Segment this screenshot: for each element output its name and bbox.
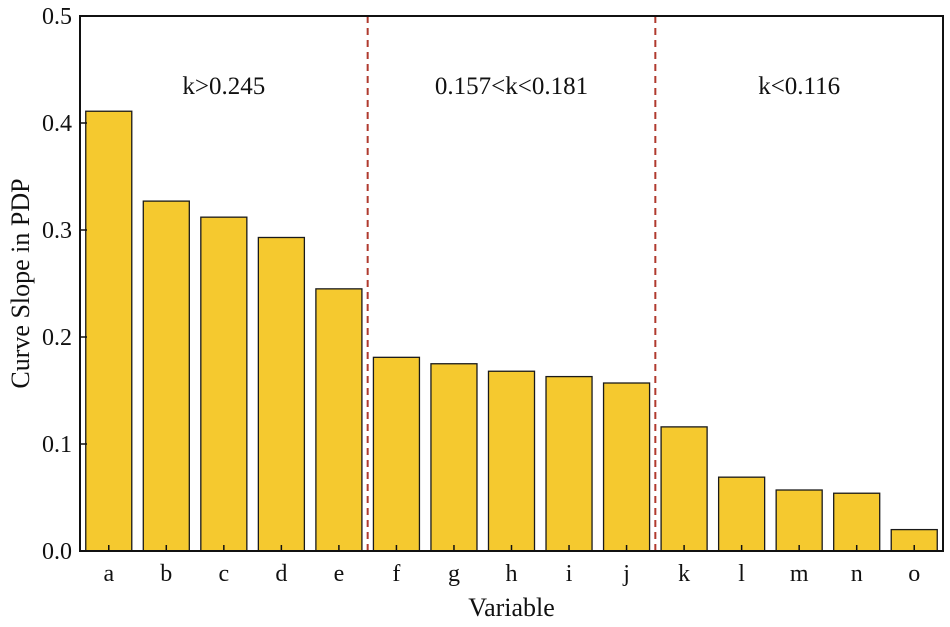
bar-d xyxy=(257,236,306,552)
bars-group xyxy=(85,110,938,552)
y-tick-label: 0.0 xyxy=(42,539,72,565)
y-tick-label: 0.1 xyxy=(42,432,72,458)
annotation-region-high: k>0.245 xyxy=(182,73,265,100)
x-tick-label: h xyxy=(506,561,518,587)
bar-n xyxy=(833,492,881,552)
y-axis: 0.0 0.1 0.2 0.3 0.4 0.5 xyxy=(42,4,87,565)
y-tick-label: 0.2 xyxy=(42,325,72,351)
bar-f xyxy=(372,356,421,552)
x-tick-label: n xyxy=(851,561,863,587)
x-tick-label: d xyxy=(275,561,287,587)
y-tick-label: 0.4 xyxy=(42,111,72,137)
dividers-group xyxy=(366,16,657,551)
x-tick-label: f xyxy=(392,561,400,587)
bar-k xyxy=(660,426,708,552)
bar-c xyxy=(200,216,248,552)
bar-i xyxy=(545,375,593,552)
x-tick-label: e xyxy=(334,561,345,587)
x-tick-label: a xyxy=(103,561,114,587)
bar-h xyxy=(487,370,536,552)
bar-a xyxy=(85,110,133,552)
bar-e xyxy=(315,288,363,552)
x-axis-title: Variable xyxy=(468,593,555,622)
annotation-region-mid: 0.157<k<0.181 xyxy=(435,73,588,100)
x-tick-label: o xyxy=(908,561,920,587)
bar-g xyxy=(430,363,478,552)
bar-j xyxy=(602,382,651,552)
x-tick-label: m xyxy=(790,561,809,587)
x-tick-label: k xyxy=(678,561,690,587)
x-tick-label: b xyxy=(160,561,172,587)
x-tick-label: c xyxy=(219,561,230,587)
x-tick-label: g xyxy=(448,561,460,587)
bar-m xyxy=(775,489,823,552)
x-tick-label: l xyxy=(738,561,745,587)
x-tick-label: j xyxy=(622,561,630,587)
annotation-region-low: k<0.116 xyxy=(758,73,840,100)
x-axis: a b c d e f g h i j k l m n o xyxy=(103,545,920,587)
y-axis-title: Curve Slope in PDP xyxy=(6,178,35,388)
y-tick-label: 0.3 xyxy=(42,218,72,244)
x-tick-label: i xyxy=(566,561,573,587)
bar-l xyxy=(717,476,766,552)
y-tick-label: 0.5 xyxy=(42,4,72,30)
bar-b xyxy=(142,200,190,552)
